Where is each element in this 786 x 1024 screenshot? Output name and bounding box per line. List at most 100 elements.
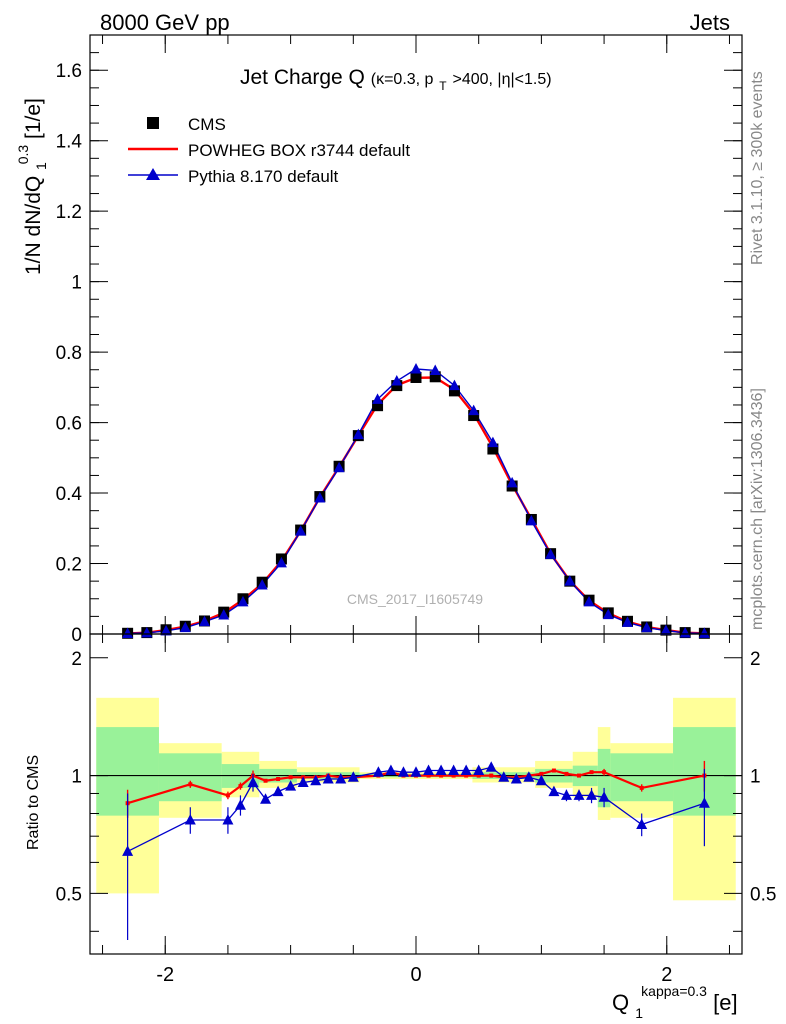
pythia-point [410,363,422,374]
ratio-powheg-point [551,768,556,773]
pythia-point [487,436,499,448]
ratio-pythia-line [127,766,705,852]
band-inner-9 [597,748,611,808]
ratio-pythia-point [335,772,347,784]
chart-title: Jet Charge Q (κ=0.3, p T >400, |η|<1.5) [240,66,552,95]
ratio-powheg-point [288,775,293,780]
ratio-powheg-point [225,793,230,798]
title-kappa: (κ=0.3, p [371,71,434,88]
header-right: Jets [690,10,730,35]
x-tick-label: 0 [410,964,421,986]
ratio-powheg-point [451,773,456,778]
pythia-point [275,556,287,568]
main-y-tick-label: 0.4 [56,484,83,505]
ratio-powheg-point [489,773,494,778]
pythia-point [506,476,518,488]
pythia-point [179,621,191,633]
ratio-pythia-point [523,771,535,782]
pythia-point [295,525,307,536]
cms-point [468,410,480,422]
ratio-powheg-point [238,784,243,789]
ratio-pythia-point [423,764,435,776]
pythia-point [448,379,460,391]
ratio-pythia-point [636,818,648,829]
ratio-pythia-point [260,793,272,804]
ratio-pythia-point [498,771,510,782]
legend-label-pythia: Pythia 8.170 default [188,167,339,186]
ratio-powheg-point [263,778,268,783]
ratio-y-tick-label-right: 2 [750,649,761,670]
ratio-pythia-point [347,771,359,782]
main-series [122,363,710,639]
main-y-tick-label: 0.2 [56,555,82,576]
ylabel-unit: [1/e] [22,98,45,139]
main-y-tick-label: 1.6 [56,61,82,82]
ratio-pythia-point [234,799,246,810]
pythia-point [525,514,537,526]
title-rest: >400, |η|<1.5) [452,71,551,88]
ratio-y-tick-label-left: 1 [71,767,82,788]
ratio-pythia-point [485,761,497,772]
ratio-pythia-point [560,789,572,800]
ratio-pythia-point [535,774,547,786]
xlabel-main: Q [612,990,629,1015]
ratio-pythia-point [122,845,134,856]
ratio-pythia-point [573,789,585,800]
cms-point [372,400,384,412]
pythia-point [122,627,134,639]
pythia-point [333,461,345,473]
ratio-powheg-point [589,770,594,775]
ratio-pythia-point [372,766,384,777]
pythia-point [429,364,441,375]
pythia-point [391,375,403,386]
ratio-pythia-point [322,772,334,784]
band-inner-1 [158,753,222,802]
ratio-pythia-point [510,772,522,784]
ylabel-sup: 0.3 [15,145,31,165]
legend: CMS POWHEG BOX r3744 default Pythia 8.17… [128,115,410,186]
ratio-pythia-point [586,789,598,800]
ratio-pythia-point [222,813,234,825]
xlabel-sub: 1 [635,1005,643,1021]
cms-point [429,371,441,383]
main-y-tick-label: 0.8 [56,343,82,364]
ratio-pythia-point [385,764,397,776]
main-y-tick-label: 0 [71,625,82,646]
analysis-watermark: CMS_2017_I1605749 [347,591,483,607]
ratio-y-tick-label-right: 0.5 [750,884,776,905]
pythia-point [660,624,672,635]
ratio-pythia-point [473,764,485,776]
x-tick-label: -2 [156,964,174,986]
ratio-pythia-point [272,785,284,797]
title-main: Jet Charge Q [240,66,365,89]
cms-point [448,385,460,397]
ratio-powheg-point [639,785,644,790]
main-y-tick-label: 1 [71,273,82,294]
pythia-point [372,393,384,404]
pythia-point [583,595,595,607]
ratio-pythia-point [698,797,710,808]
ratio-y-tick-label-left: 2 [71,649,82,670]
main-y-axis-label: 1/N dN/dQ 1 0.3 [1/e] [10,98,51,275]
ratio-pythia-point [397,766,409,777]
pythia-point [141,626,153,638]
cms-point [487,443,499,455]
ratio-pythia-point [448,764,460,776]
main-y-tick-label: 0.6 [56,414,82,435]
ratio-y-tick-label-right: 1 [750,767,761,788]
pythia-point [199,615,211,627]
xlabel-unit: [e] [713,990,737,1015]
ratio-powheg-line [127,769,705,805]
ratio-pythia-point [285,780,297,791]
ratio-powheg-point [276,776,281,781]
ratio-pythia-point [184,813,196,825]
ratio-y-axis-label: Ratio to CMS [25,755,42,850]
ratio-pythia-point [410,766,422,777]
ratio-powheg-point [426,773,431,778]
rivet-label: Rivet 3.1.10, ≥ 300k events [749,71,766,265]
ratio-powheg-point [539,771,544,776]
pythia-point [237,595,249,607]
ratio-pythia-point [460,764,472,776]
ratio-series [122,760,710,941]
